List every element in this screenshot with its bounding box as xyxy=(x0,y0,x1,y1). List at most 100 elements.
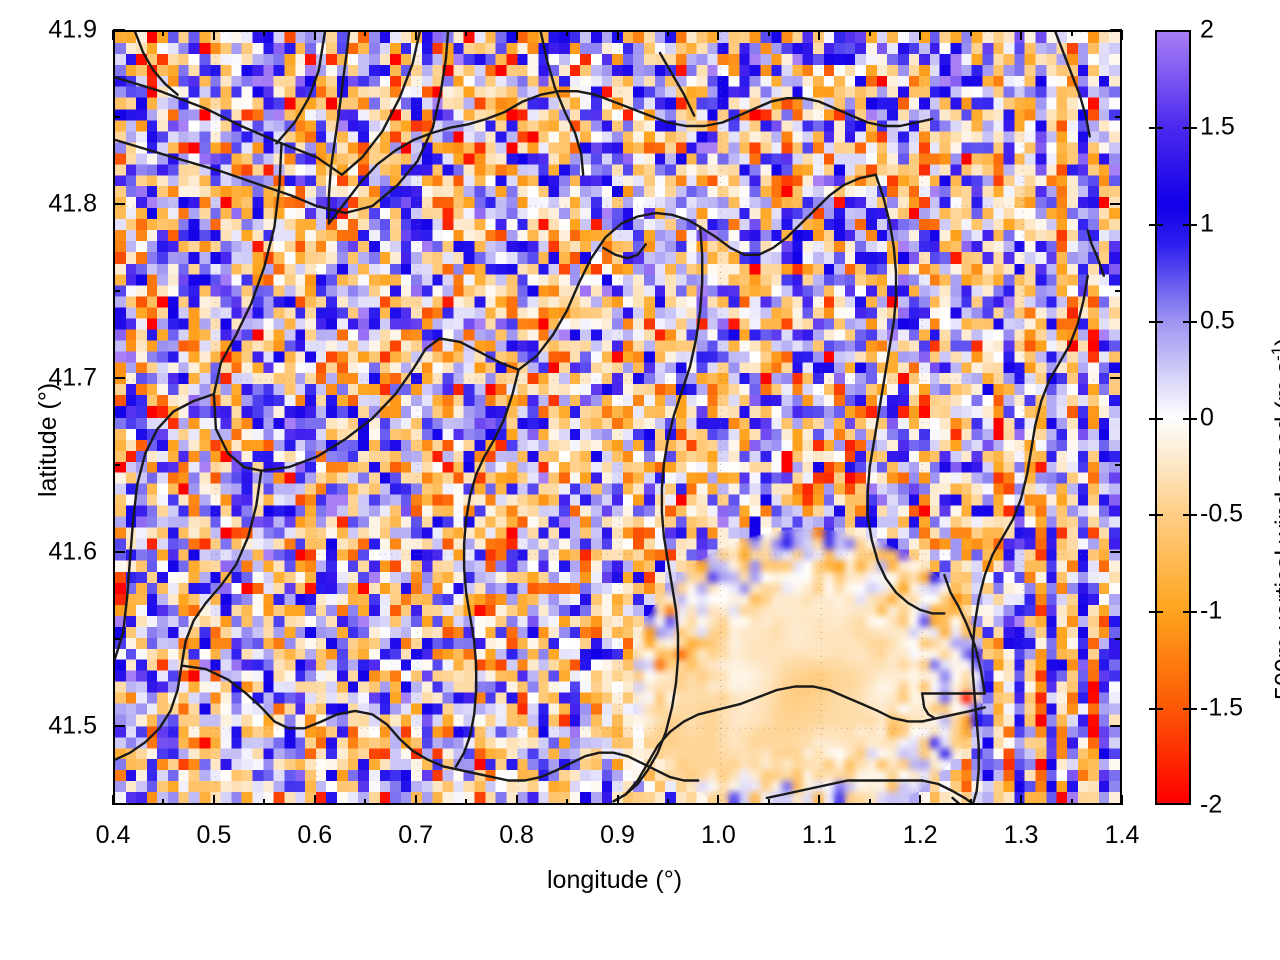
y-tick-minor xyxy=(1115,638,1122,641)
colorbar-tick-label: -1.5 xyxy=(1200,693,1244,722)
x-tick-label: 0.7 xyxy=(398,821,434,849)
y-tick-minor xyxy=(113,290,120,293)
colorbar-tick-label: 1 xyxy=(1200,209,1214,238)
y-tick-major xyxy=(1110,551,1122,554)
colorbar-title-exponent: -1 xyxy=(1268,345,1280,361)
x-tick-label: 1.0 xyxy=(701,821,736,849)
y-tick-major xyxy=(113,551,125,554)
x-tick-minor xyxy=(1070,799,1073,805)
x-tick-minor xyxy=(868,799,871,805)
y-tick-label: 41.6 xyxy=(48,537,97,566)
x-tick-major xyxy=(1121,30,1123,40)
heatmap-canvas xyxy=(115,32,1120,803)
x-tick-label: 0.8 xyxy=(499,821,534,849)
x-tick-label: 1.1 xyxy=(801,821,837,849)
x-tick-minor xyxy=(465,799,468,805)
x-tick-minor xyxy=(263,799,266,805)
y-tick-minor xyxy=(1115,290,1122,293)
colorbar-tick-label: 2 xyxy=(1200,15,1214,44)
y-tick-major xyxy=(1110,203,1122,206)
x-tick-minor xyxy=(162,30,165,36)
x-tick-major xyxy=(717,795,720,805)
x-tick-major xyxy=(616,795,619,805)
y-axis-title: latitude (°) xyxy=(34,382,62,497)
x-tick-major xyxy=(212,795,215,805)
x-tick-major xyxy=(515,795,518,805)
x-tick-minor xyxy=(364,30,367,36)
colorbar-tick-label: 1.5 xyxy=(1200,112,1235,141)
x-tick-minor xyxy=(767,799,770,805)
colorbar-tick-label: 0.5 xyxy=(1200,306,1235,335)
x-tick-minor xyxy=(868,30,871,36)
y-tick-major xyxy=(1110,29,1122,31)
y-tick-minor xyxy=(1115,464,1122,467)
x-tick-major xyxy=(818,795,821,805)
colorbar-tick xyxy=(1183,708,1197,711)
y-tick-minor xyxy=(113,116,120,119)
x-tick-major xyxy=(112,30,114,40)
y-tick-label: 41.5 xyxy=(48,711,97,740)
x-tick-major xyxy=(313,795,316,805)
x-tick-major xyxy=(212,30,215,40)
colorbar-tick xyxy=(1183,320,1197,323)
x-tick-minor xyxy=(263,30,266,36)
x-tick-minor xyxy=(969,30,972,36)
x-tick-major xyxy=(919,795,922,805)
x-tick-major xyxy=(414,30,417,40)
x-tick-minor xyxy=(566,799,569,805)
x-tick-label: 1.3 xyxy=(1003,821,1039,849)
colorbar-tick xyxy=(1183,223,1197,226)
colorbar-tick xyxy=(1183,514,1197,517)
x-tick-major xyxy=(1020,795,1023,805)
x-tick-minor xyxy=(566,30,569,36)
colorbar-tick-label: -0.5 xyxy=(1200,499,1244,528)
colorbar-title-close: ) xyxy=(1270,338,1280,346)
x-tick-major xyxy=(616,30,619,40)
x-tick-minor xyxy=(465,30,468,36)
colorbar-title: 500m-vertical wind speed (m s-1) xyxy=(1268,338,1280,700)
colorbar-tick xyxy=(1149,320,1163,323)
x-tick-label: 0.4 xyxy=(95,821,131,849)
x-tick-minor xyxy=(1070,30,1073,36)
x-tick-minor xyxy=(767,30,770,36)
y-tick-label: 41.8 xyxy=(48,189,97,218)
x-tick-major xyxy=(919,30,922,40)
plot-area xyxy=(113,30,1122,805)
colorbar-tick xyxy=(1149,611,1163,614)
x-tick-major xyxy=(313,30,316,40)
x-tick-major xyxy=(717,30,720,40)
coastline-contours xyxy=(115,32,1105,803)
x-tick-label: 0.6 xyxy=(297,821,333,849)
y-tick-major xyxy=(113,203,125,206)
colorbar-tick xyxy=(1149,514,1163,517)
y-tick-minor xyxy=(113,464,120,467)
x-tick-label: 0.5 xyxy=(196,821,232,849)
gridlines xyxy=(115,32,1120,803)
colorbar-tick-label: -2 xyxy=(1200,790,1223,819)
colorbar-tick xyxy=(1149,223,1163,226)
y-tick-minor xyxy=(1115,116,1122,119)
colorbar-tick-label: 0 xyxy=(1200,403,1214,431)
y-tick-major xyxy=(113,29,125,31)
y-tick-major xyxy=(1110,725,1122,728)
x-tick-major xyxy=(818,30,821,40)
x-tick-major xyxy=(1121,795,1123,805)
x-tick-label: 1.2 xyxy=(902,821,938,849)
colorbar-tick xyxy=(1149,417,1163,420)
colorbar-tick xyxy=(1149,708,1163,711)
colorbar-title-main: 500m-vertical wind speed (m s xyxy=(1270,361,1280,700)
y-tick-label: 41.9 xyxy=(48,15,97,44)
x-tick-major xyxy=(112,795,114,805)
x-axis-title: longitude (°) xyxy=(547,866,683,894)
colorbar-tick xyxy=(1183,417,1197,420)
x-tick-minor xyxy=(364,799,367,805)
x-tick-label: 1.4 xyxy=(1104,821,1140,849)
x-tick-major xyxy=(515,30,518,40)
x-tick-minor xyxy=(969,799,972,805)
colorbar-tick xyxy=(1183,126,1197,129)
x-tick-minor xyxy=(666,30,669,36)
y-tick-major xyxy=(113,725,125,728)
y-tick-major xyxy=(113,377,125,380)
colorbar-tick-label: -1 xyxy=(1200,596,1223,625)
